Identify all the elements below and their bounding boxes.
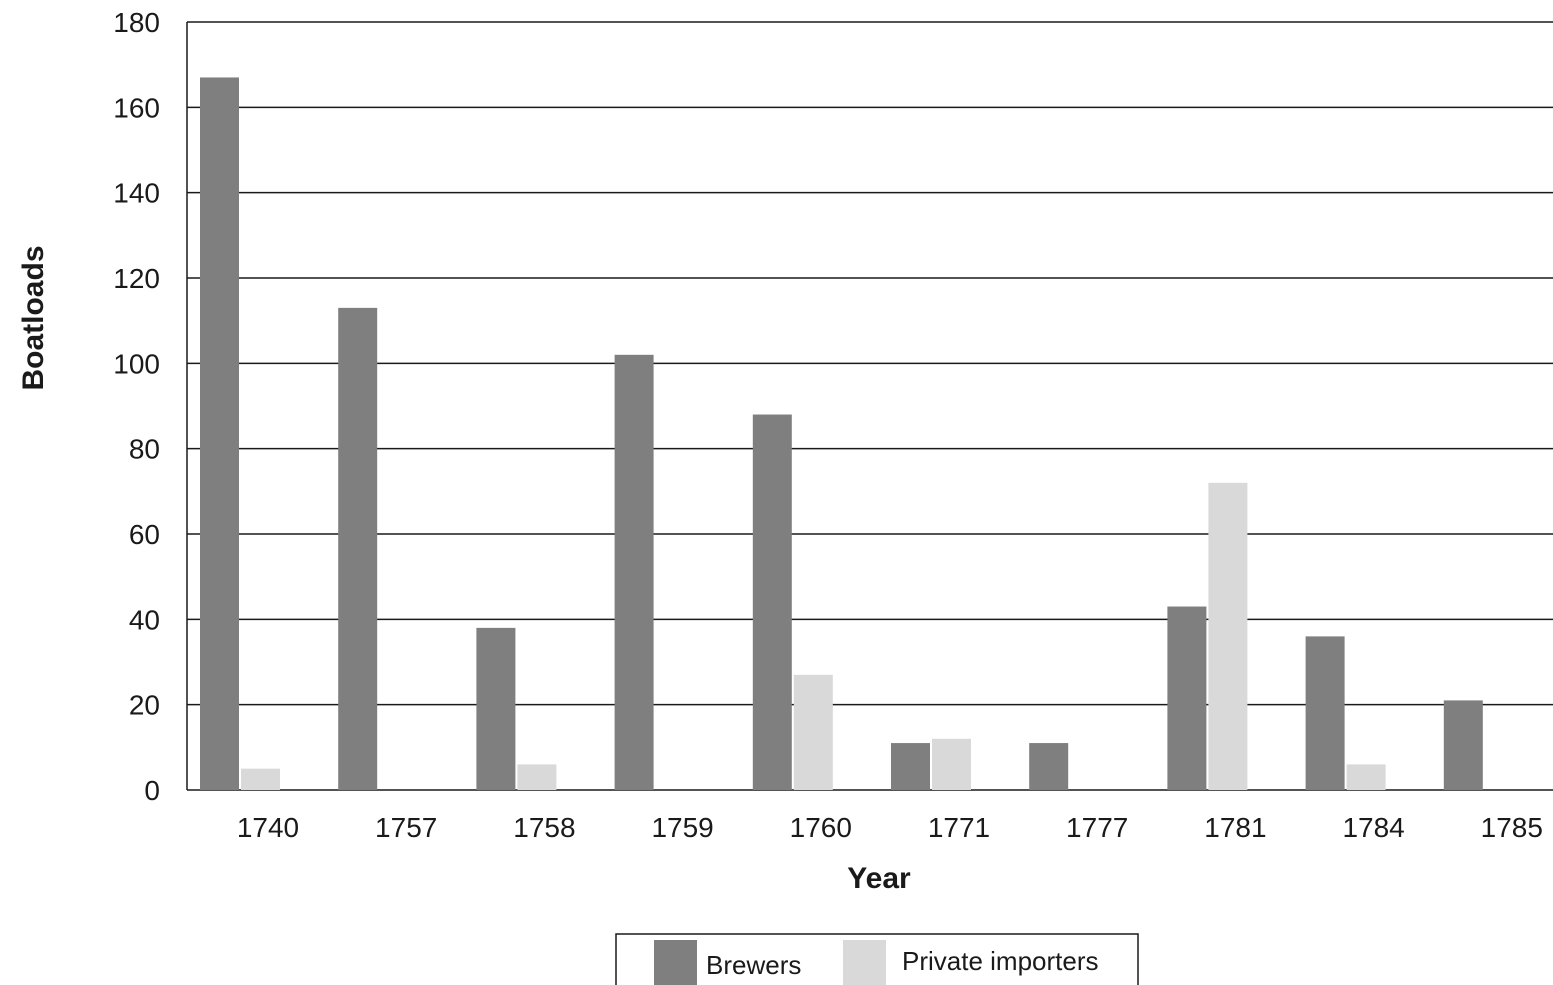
legend: Brewers Private importers — [615, 933, 1139, 985]
legend-swatch-brewers — [654, 940, 697, 985]
x-tick-label: 1760 — [790, 812, 852, 843]
y-tick-labels: 0 20 40 60 80 100 120 140 160 180 — [113, 7, 160, 806]
y-tick-label: 160 — [113, 92, 160, 123]
bar-private-importers-1784 — [1346, 764, 1386, 790]
bar-brewers-1784 — [1305, 636, 1345, 790]
y-tick-label: 20 — [129, 690, 160, 721]
x-tick-label: 1777 — [1066, 812, 1128, 843]
plot-frame — [186, 22, 1553, 791]
bar-private-importers-1740 — [241, 768, 280, 790]
y-tick-label: 100 — [113, 348, 160, 379]
bar-brewers-1759 — [614, 354, 654, 790]
bar-brewers-1760 — [752, 414, 792, 790]
y-tick-label: 40 — [129, 604, 160, 635]
y-tick-label: 140 — [113, 178, 160, 209]
legend-label-brewers: Brewers — [706, 950, 801, 980]
bars — [200, 77, 1483, 790]
bar-private-importers-1760 — [793, 674, 833, 790]
y-axis-title: Boatloads — [17, 245, 50, 390]
legend-label-private-importers: Private importers — [902, 946, 1099, 976]
x-tick-label: 1771 — [928, 812, 990, 843]
x-tick-label: 1758 — [513, 812, 575, 843]
y-tick-label: 80 — [129, 434, 160, 465]
bar-brewers-1785 — [1443, 700, 1483, 790]
x-tick-label: 1784 — [1342, 812, 1404, 843]
bar-brewers-1777 — [1029, 743, 1069, 790]
bar-brewers-1758 — [476, 627, 516, 790]
x-tick-label: 1781 — [1204, 812, 1266, 843]
bar-private-importers-1758 — [517, 764, 557, 790]
bar-brewers-1757 — [338, 307, 378, 790]
bar-brewers-1771 — [891, 743, 930, 790]
bar-private-importers-1781 — [1208, 482, 1248, 790]
bar-brewers-1740 — [200, 77, 239, 790]
y-tick-label: 180 — [113, 7, 160, 38]
legend-swatch-private-importers — [843, 940, 886, 985]
y-tick-label: 120 — [113, 263, 160, 294]
x-tick-label: 1740 — [237, 812, 299, 843]
x-tick-label: 1785 — [1481, 812, 1543, 843]
gridlines — [187, 21, 1553, 706]
x-tick-labels: 1740 1757 1758 1759 1760 1771 1777 1781 1784 1785 — [237, 812, 1543, 843]
bar-brewers-1781 — [1167, 606, 1207, 790]
y-tick-label: 0 — [144, 775, 160, 806]
x-tick-label: 1759 — [651, 812, 713, 843]
y-tick-label: 60 — [129, 519, 160, 550]
bar-private-importers-1771 — [932, 738, 971, 790]
x-axis-title: Year — [847, 862, 911, 895]
x-tick-label: 1757 — [375, 812, 437, 843]
